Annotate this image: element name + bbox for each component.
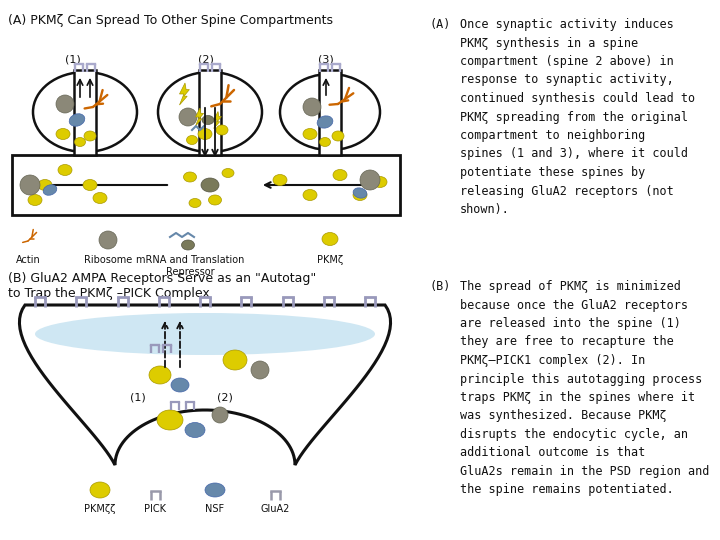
Text: (A): (A) bbox=[430, 18, 451, 31]
Circle shape bbox=[99, 231, 117, 249]
Text: The spread of PKMζ is minimized
because once the GluA2 receptors
are released in: The spread of PKMζ is minimized because … bbox=[460, 280, 709, 496]
Text: Once synaptic activity induces
PKMζ synthesis in a spine
compartment (spine 2 ab: Once synaptic activity induces PKMζ synt… bbox=[460, 18, 695, 216]
Bar bbox=[199, 70, 221, 155]
Ellipse shape bbox=[58, 165, 72, 176]
Text: (1): (1) bbox=[65, 55, 81, 65]
Ellipse shape bbox=[273, 174, 287, 186]
Ellipse shape bbox=[322, 233, 338, 246]
Text: (1): (1) bbox=[130, 393, 145, 403]
Ellipse shape bbox=[353, 190, 367, 200]
Ellipse shape bbox=[74, 138, 86, 146]
Ellipse shape bbox=[280, 74, 380, 150]
Ellipse shape bbox=[158, 72, 262, 152]
Text: (B): (B) bbox=[430, 280, 451, 293]
Text: NSF: NSF bbox=[205, 504, 225, 514]
Text: (B) GluA2 AMPA Receptors Serve as an "Autotag"
to Trap the PKMζ –PICK Complex: (B) GluA2 AMPA Receptors Serve as an "Au… bbox=[8, 272, 316, 300]
Ellipse shape bbox=[223, 350, 247, 370]
Circle shape bbox=[251, 361, 269, 379]
Ellipse shape bbox=[171, 378, 189, 392]
Ellipse shape bbox=[205, 483, 225, 497]
Ellipse shape bbox=[353, 188, 367, 198]
Ellipse shape bbox=[69, 114, 85, 126]
Polygon shape bbox=[179, 83, 189, 105]
Ellipse shape bbox=[43, 185, 57, 195]
Text: PKMζζ: PKMζζ bbox=[84, 504, 116, 514]
Circle shape bbox=[212, 407, 228, 423]
Ellipse shape bbox=[93, 192, 107, 204]
Text: PKMζ: PKMζ bbox=[317, 255, 343, 265]
Ellipse shape bbox=[84, 131, 96, 141]
Ellipse shape bbox=[198, 129, 212, 139]
Ellipse shape bbox=[332, 131, 344, 141]
Ellipse shape bbox=[185, 422, 205, 437]
Ellipse shape bbox=[317, 116, 333, 128]
Ellipse shape bbox=[186, 136, 197, 145]
Ellipse shape bbox=[83, 179, 97, 191]
Ellipse shape bbox=[333, 170, 347, 180]
Polygon shape bbox=[214, 111, 222, 129]
Bar bbox=[74, 70, 96, 155]
Text: PICK: PICK bbox=[144, 504, 166, 514]
Ellipse shape bbox=[303, 129, 317, 139]
Ellipse shape bbox=[56, 129, 70, 139]
Ellipse shape bbox=[202, 116, 214, 125]
Polygon shape bbox=[19, 305, 390, 465]
Circle shape bbox=[303, 98, 321, 116]
Ellipse shape bbox=[320, 138, 330, 146]
Circle shape bbox=[20, 175, 40, 195]
Ellipse shape bbox=[149, 366, 171, 384]
Ellipse shape bbox=[216, 125, 228, 135]
Text: (3): (3) bbox=[318, 55, 334, 65]
Ellipse shape bbox=[38, 179, 52, 191]
Ellipse shape bbox=[373, 177, 387, 187]
Text: (2): (2) bbox=[217, 393, 233, 403]
Ellipse shape bbox=[303, 190, 317, 200]
Text: (2): (2) bbox=[198, 55, 214, 65]
Text: (A) PKMζ Can Spread To Other Spine Compartments: (A) PKMζ Can Spread To Other Spine Compa… bbox=[8, 14, 333, 27]
Ellipse shape bbox=[35, 313, 375, 355]
Ellipse shape bbox=[189, 199, 201, 207]
Bar bbox=[319, 70, 341, 155]
Ellipse shape bbox=[222, 168, 234, 178]
Circle shape bbox=[360, 170, 380, 190]
Ellipse shape bbox=[209, 195, 222, 205]
Ellipse shape bbox=[33, 72, 137, 152]
Ellipse shape bbox=[201, 178, 219, 192]
Ellipse shape bbox=[90, 482, 110, 498]
Text: Actin: Actin bbox=[16, 255, 40, 265]
Circle shape bbox=[179, 108, 197, 126]
Text: Ribosome: Ribosome bbox=[84, 255, 132, 265]
Ellipse shape bbox=[28, 194, 42, 206]
Ellipse shape bbox=[157, 410, 183, 430]
Text: mRNA and Translation
Repressor: mRNA and Translation Repressor bbox=[136, 255, 244, 276]
Polygon shape bbox=[196, 108, 204, 126]
Circle shape bbox=[56, 95, 74, 113]
Ellipse shape bbox=[181, 240, 194, 250]
Ellipse shape bbox=[184, 172, 197, 182]
Text: GluA2: GluA2 bbox=[261, 504, 289, 514]
Bar bbox=[12, 155, 400, 215]
